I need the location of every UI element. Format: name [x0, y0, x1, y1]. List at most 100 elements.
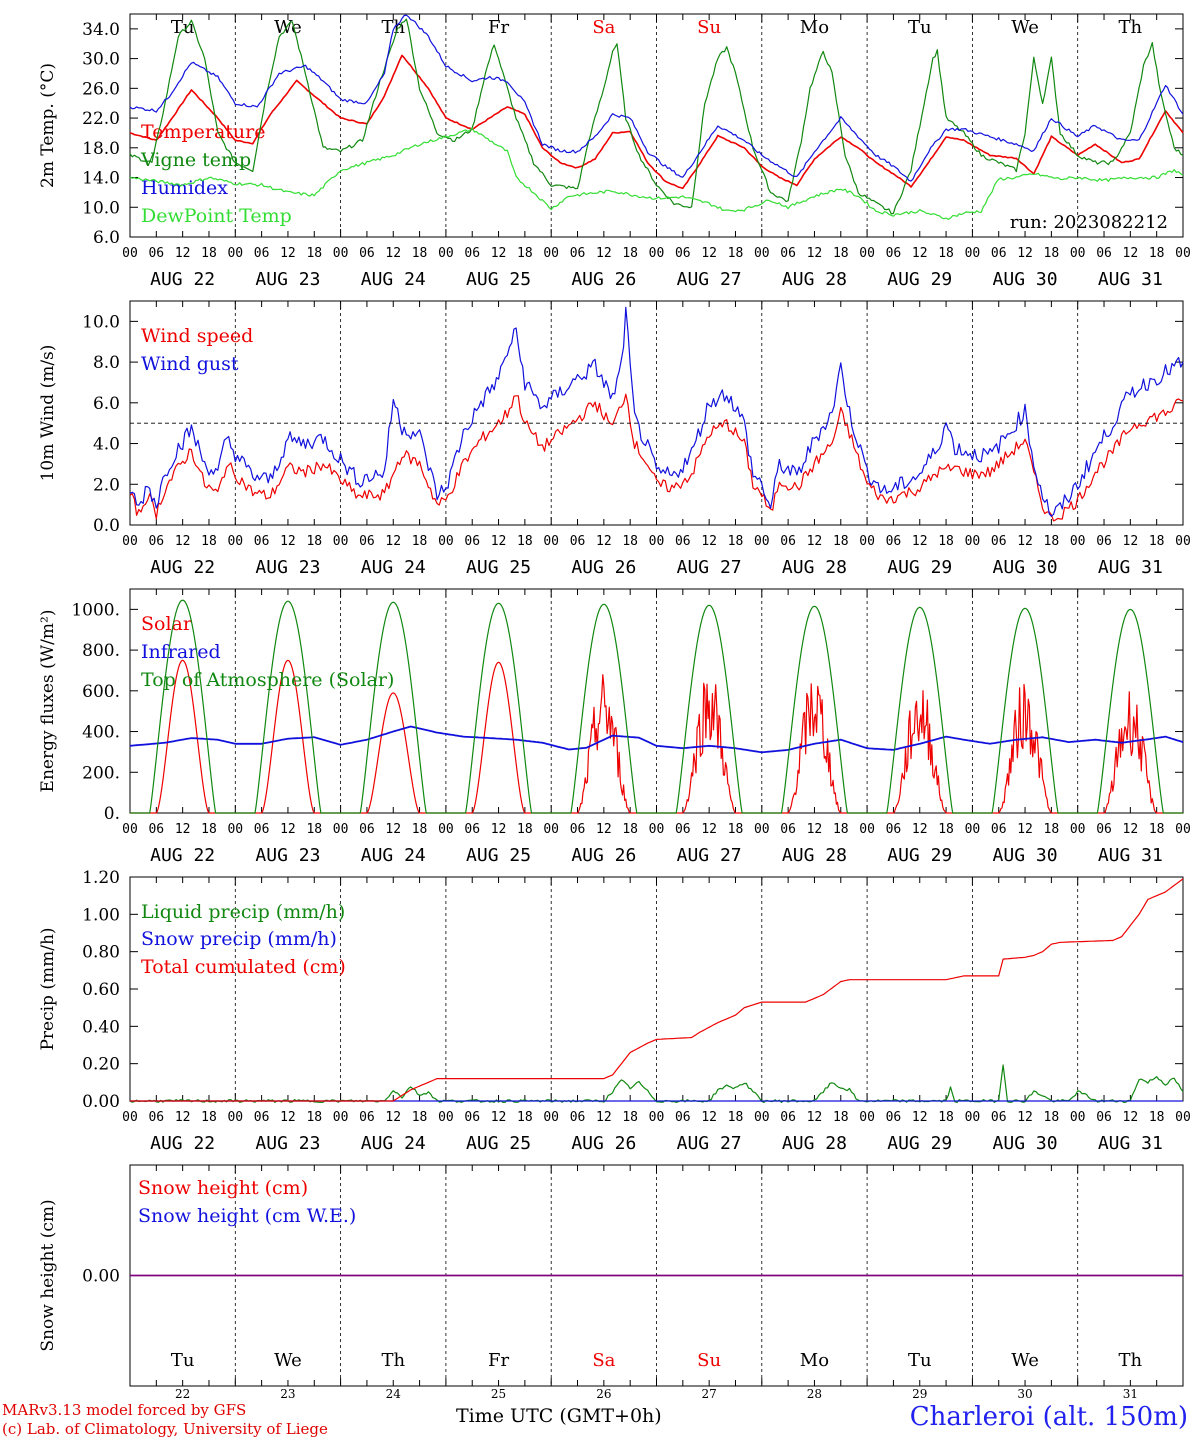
hour-tick-label: 06 — [886, 822, 902, 837]
hour-tick-label: 06 — [359, 1110, 375, 1125]
series-top-of-atmosphere-solar — [130, 599, 1183, 814]
hour-tick-label: 18 — [201, 1110, 217, 1125]
hour-tick-label: 18 — [306, 534, 322, 549]
day-label: AUG 28 — [782, 557, 847, 578]
hour-tick-label: 12 — [596, 534, 612, 549]
hour-tick-label: 06 — [675, 822, 691, 837]
y-tick-label: 0.00 — [82, 1267, 120, 1287]
y-tick-label: 14.0 — [82, 169, 120, 189]
legend-vigne-temp: Vigne temp — [140, 149, 251, 171]
hour-tick-label: 06 — [780, 1110, 796, 1125]
hour-tick-label: 00 — [438, 1110, 454, 1125]
hour-tick-label: 00 — [1175, 246, 1191, 261]
plot-frame — [129, 13, 1184, 238]
hour-tick-label: 00 — [1175, 1110, 1191, 1125]
series-temperature — [129, 54, 1184, 190]
y-tick-label: 0.40 — [82, 1017, 120, 1037]
hour-tick-label: 18 — [1044, 534, 1060, 549]
hour-tick-label: 06 — [359, 246, 375, 261]
hour-tick-label: 18 — [938, 246, 954, 261]
day-number-label: 26 — [596, 1387, 611, 1401]
day-label: AUG 25 — [466, 557, 531, 578]
weekday-label: Th — [1119, 1350, 1143, 1371]
panel-wind: 0.0 2.0 4.0 6.0 8.0 10.0 10m Wind (m/s) 00 06 12 1… — [38, 300, 1191, 578]
hour-tick-label: 18 — [728, 246, 744, 261]
hour-tick-label: 00 — [754, 246, 770, 261]
hour-tick-label: 12 — [175, 246, 191, 261]
series-infrared — [129, 725, 1184, 754]
hour-tick-label: 00 — [1175, 822, 1191, 837]
run-label: run: 2023082212 — [1010, 212, 1168, 233]
hour-tick-label: 18 — [1149, 1110, 1165, 1125]
series-wind-gust — [129, 306, 1184, 517]
hour-tick-label: 00 — [859, 246, 875, 261]
y-tick-label: 6.0 — [93, 228, 120, 248]
y-tick-label: 34.0 — [82, 20, 120, 40]
y-tick-label: 1000. — [71, 600, 120, 620]
hour-tick-label: 00 — [754, 822, 770, 837]
x-axis-title: Time UTC (GMT+0h) — [456, 1405, 662, 1427]
day-label: AUG 31 — [1098, 845, 1163, 866]
legend-top-of-atmosphere-solar: Top of Atmosphere (Solar) — [141, 669, 394, 691]
y-tick-label: 2.0 — [93, 475, 120, 495]
y-tick-label: 200. — [82, 763, 120, 783]
hour-tick-label: 12 — [175, 822, 191, 837]
day-label: AUG 30 — [993, 557, 1058, 578]
day-label: AUG 27 — [677, 269, 742, 290]
day-number-label: 30 — [1017, 1387, 1032, 1401]
hour-tick-label: 12 — [807, 822, 823, 837]
hour-tick-label: 00 — [543, 534, 559, 549]
hour-tick-label: 12 — [385, 534, 401, 549]
hour-tick-label: 12 — [1017, 534, 1033, 549]
y-tick-label: 400. — [82, 723, 120, 743]
legend-infrared: Infrared — [141, 641, 221, 663]
hour-tick-label: 12 — [1017, 246, 1033, 261]
y-tick-label: 0.60 — [82, 980, 120, 1000]
y-tick-label: 18.0 — [82, 139, 120, 159]
hour-tick-label: 00 — [543, 822, 559, 837]
hour-tick-label: 06 — [675, 246, 691, 261]
day-label: AUG 29 — [887, 1133, 952, 1154]
day-number-label: 27 — [702, 1387, 717, 1401]
day-label: AUG 28 — [782, 269, 847, 290]
hour-tick-label: 06 — [991, 822, 1007, 837]
hour-tick-label: 06 — [675, 1110, 691, 1125]
hour-tick-label: 00 — [1070, 246, 1086, 261]
hour-tick-label: 18 — [1044, 822, 1060, 837]
hour-tick-label: 00 — [227, 246, 243, 261]
weekday-label: Th — [381, 17, 405, 38]
hour-tick-label: 06 — [1096, 822, 1112, 837]
day-label: AUG 29 — [887, 845, 952, 866]
hour-tick-label: 00 — [543, 246, 559, 261]
day-number-label: 29 — [912, 1387, 927, 1401]
hour-tick-label: 18 — [201, 822, 217, 837]
legend-temperature: Temperature — [141, 121, 265, 143]
hour-tick-label: 00 — [754, 534, 770, 549]
hour-tick-label: 18 — [728, 1110, 744, 1125]
credit-line-model: MARv3.13 model forced by GFS — [2, 1401, 247, 1419]
hour-tick-label: 18 — [1149, 246, 1165, 261]
hour-tick-label: 12 — [807, 246, 823, 261]
hour-tick-label: 12 — [280, 822, 296, 837]
day-label: AUG 27 — [677, 845, 742, 866]
hour-tick-label: 18 — [517, 534, 533, 549]
day-label: AUG 26 — [571, 1133, 636, 1154]
series-humidex — [129, 14, 1184, 182]
day-label: AUG 23 — [255, 269, 320, 290]
credit-line-lab: (c) Lab. of Climatology, University of L… — [2, 1420, 328, 1438]
hour-tick-label: 18 — [412, 246, 428, 261]
y-tick-label: 26.0 — [82, 79, 120, 99]
day-label: AUG 24 — [361, 557, 426, 578]
weekday-label: Tu — [908, 17, 932, 38]
series-total-cumulated-cm — [130, 878, 1184, 1102]
y-axis-label: Energy fluxes (W/m²) — [38, 610, 58, 793]
hour-tick-label: 06 — [148, 534, 164, 549]
weekday-label: Tu — [171, 17, 195, 38]
hour-tick-label: 00 — [649, 534, 665, 549]
y-tick-label: 1.00 — [82, 905, 120, 925]
hour-tick-label: 06 — [780, 246, 796, 261]
day-label: AUG 22 — [150, 845, 215, 866]
hour-tick-label: 12 — [912, 534, 928, 549]
panel-temperature: 6.0 10.0 14.0 18.0 22.0 26.0 30.0 34.0 2m Temp. … — [38, 13, 1191, 290]
